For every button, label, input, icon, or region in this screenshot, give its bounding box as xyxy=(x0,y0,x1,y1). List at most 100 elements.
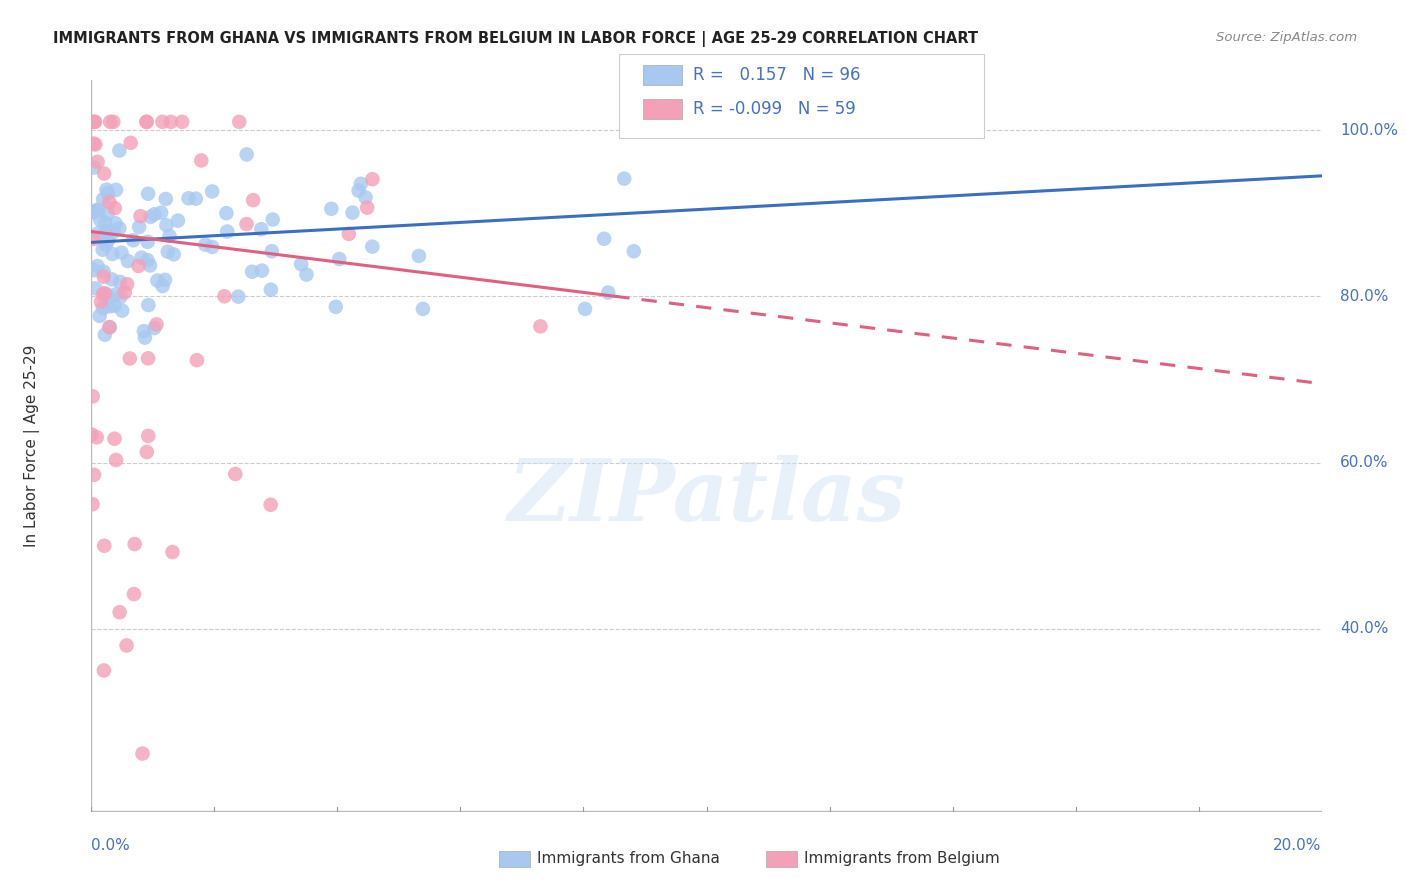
Point xyxy=(136,186,159,201)
Point xyxy=(118,351,141,366)
Text: IMMIGRANTS FROM GHANA VS IMMIGRANTS FROM BELGIUM IN LABOR FORCE | AGE 25-29 CORR: IMMIGRANTS FROM GHANA VS IMMIGRANTS FROM… xyxy=(53,31,979,47)
Point xyxy=(143,321,166,335)
Point xyxy=(342,205,364,219)
Point xyxy=(111,303,134,318)
Point xyxy=(160,115,183,129)
Point xyxy=(110,245,132,260)
Point xyxy=(408,249,430,263)
Point xyxy=(156,244,179,259)
Point xyxy=(201,240,224,254)
Point xyxy=(108,221,131,235)
Point xyxy=(86,154,108,169)
Point xyxy=(159,229,181,244)
Text: R = -0.099   N = 59: R = -0.099 N = 59 xyxy=(693,100,856,118)
Point xyxy=(108,275,131,289)
Point xyxy=(97,233,120,247)
Point xyxy=(146,274,169,288)
Point xyxy=(97,186,120,201)
Point xyxy=(325,300,347,314)
Text: 0.0%: 0.0% xyxy=(91,838,131,853)
Point xyxy=(328,252,350,266)
Point xyxy=(623,244,645,259)
Point xyxy=(143,207,166,221)
Point xyxy=(105,287,128,301)
Point xyxy=(101,272,124,286)
Point xyxy=(163,247,186,261)
Point xyxy=(96,287,118,301)
Point xyxy=(103,432,125,446)
Point xyxy=(354,190,377,204)
Point xyxy=(155,219,177,233)
Point xyxy=(84,281,107,295)
Text: ZIPatlas: ZIPatlas xyxy=(508,456,905,539)
Point xyxy=(98,194,121,209)
Point xyxy=(96,183,118,197)
Point xyxy=(122,233,145,247)
Point xyxy=(321,202,343,216)
Point xyxy=(262,212,284,227)
Point xyxy=(117,254,139,268)
Text: Source: ZipAtlas.com: Source: ZipAtlas.com xyxy=(1216,31,1357,45)
Point xyxy=(217,225,239,239)
Point xyxy=(361,239,384,253)
Point xyxy=(139,259,162,273)
Point xyxy=(86,259,108,273)
Point xyxy=(93,286,115,301)
Point xyxy=(86,202,108,217)
Point xyxy=(152,279,174,293)
Point xyxy=(94,225,117,239)
Point xyxy=(89,309,111,323)
Point xyxy=(93,265,115,279)
Point xyxy=(134,330,156,344)
Text: Immigrants from Belgium: Immigrants from Belgium xyxy=(804,851,1000,865)
Point xyxy=(250,222,273,236)
Point xyxy=(167,213,190,227)
Point xyxy=(94,237,117,252)
Point xyxy=(84,137,107,152)
Point xyxy=(87,226,110,240)
Point xyxy=(80,427,103,442)
Point xyxy=(136,253,159,268)
Point xyxy=(105,183,127,197)
Point xyxy=(89,213,111,227)
Point xyxy=(598,285,620,300)
Point xyxy=(186,353,208,368)
Point xyxy=(83,136,105,151)
Point xyxy=(83,161,105,175)
Point xyxy=(132,324,155,338)
Point xyxy=(83,263,105,277)
Point xyxy=(82,497,104,511)
Point xyxy=(152,115,174,129)
Point xyxy=(228,115,250,129)
Point xyxy=(131,251,153,265)
Point xyxy=(136,429,159,443)
Point xyxy=(350,177,373,191)
Point xyxy=(235,217,257,231)
Text: In Labor Force | Age 25-29: In Labor Force | Age 25-29 xyxy=(24,345,41,547)
Point xyxy=(108,605,131,619)
Point xyxy=(98,320,121,334)
Point xyxy=(593,232,616,246)
Point xyxy=(86,430,108,444)
Point xyxy=(240,265,263,279)
Point xyxy=(84,115,107,129)
Point xyxy=(104,216,127,230)
Point xyxy=(98,299,121,313)
Text: 40.0%: 40.0% xyxy=(1340,622,1389,636)
Point xyxy=(135,115,157,129)
Point xyxy=(90,294,112,309)
Point xyxy=(131,747,153,761)
Point xyxy=(98,115,121,129)
Point xyxy=(96,206,118,220)
Point xyxy=(98,320,121,334)
Text: 80.0%: 80.0% xyxy=(1340,289,1389,304)
Point xyxy=(114,285,136,300)
Point xyxy=(82,205,104,219)
Point xyxy=(82,204,104,219)
Point xyxy=(93,167,115,181)
Point xyxy=(201,185,224,199)
Point xyxy=(215,206,238,220)
Point xyxy=(155,192,177,206)
Point xyxy=(139,210,162,224)
Point xyxy=(361,172,384,186)
